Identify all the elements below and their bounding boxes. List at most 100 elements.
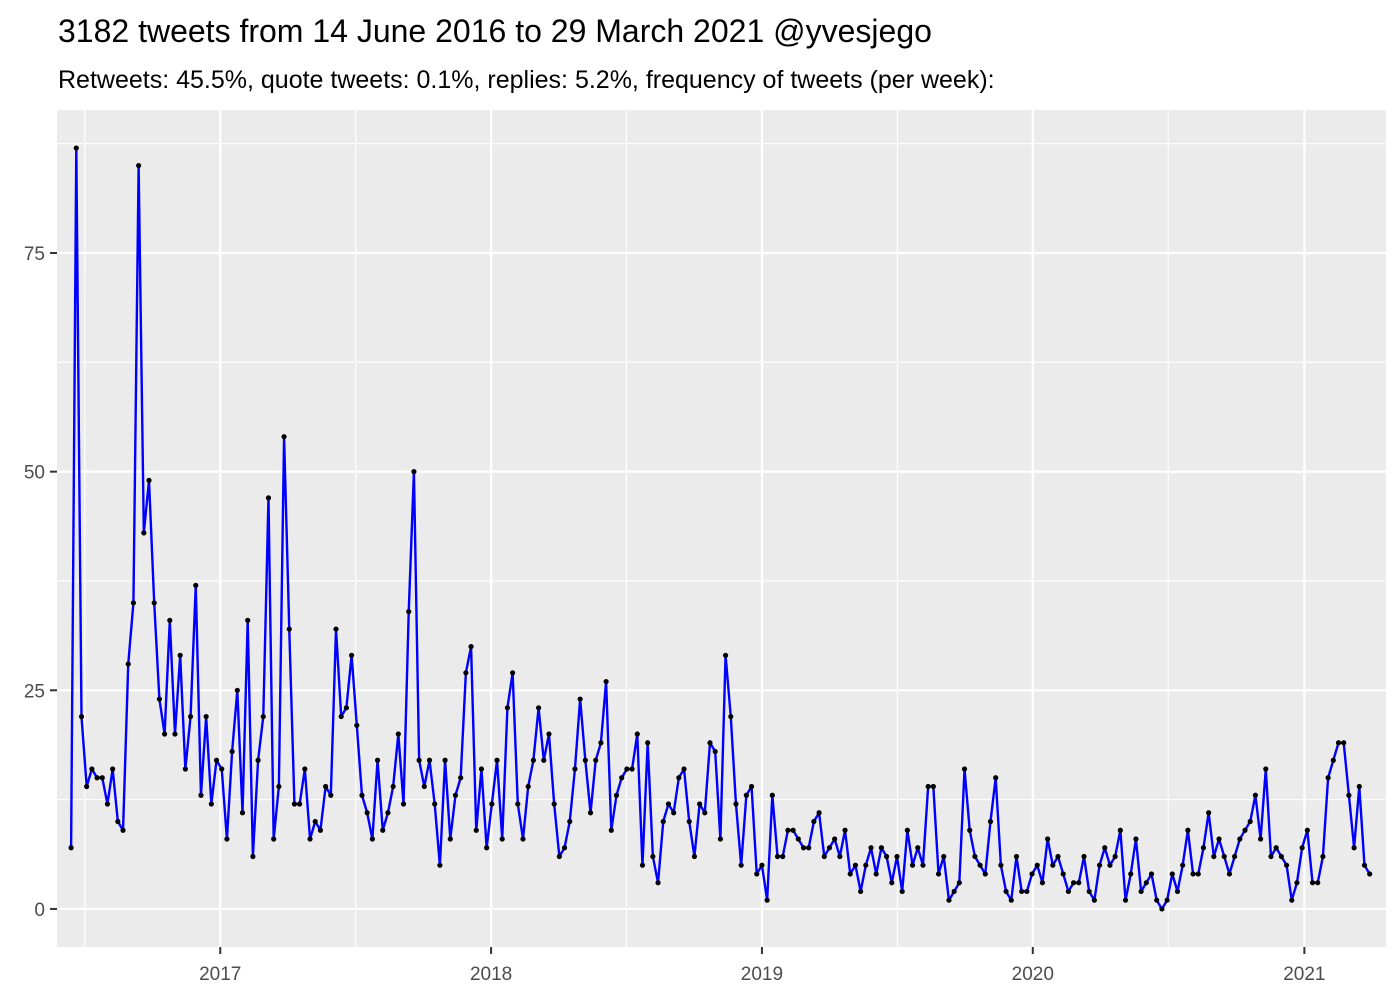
data-point — [219, 766, 225, 772]
data-point — [1143, 880, 1149, 886]
data-point — [977, 862, 983, 868]
data-point — [1304, 827, 1310, 833]
data-point — [1367, 871, 1373, 877]
data-point — [821, 853, 827, 860]
plot-area: 0 25 50 75 2017 2018 2019 2020 2021 — [24, 110, 1386, 985]
data-point — [759, 862, 765, 868]
data-point — [915, 845, 921, 851]
data-point — [89, 766, 95, 772]
data-point — [655, 880, 661, 886]
data-point — [317, 827, 324, 833]
data-point — [364, 810, 370, 816]
data-point — [260, 713, 266, 720]
data-point — [1102, 845, 1108, 851]
data-point — [333, 626, 339, 632]
chart-subtitle: Retweets: 45.5%, quote tweets: 0.1%, rep… — [58, 66, 995, 94]
data-point — [99, 775, 105, 781]
data-point — [1325, 775, 1331, 781]
x-tick-label: 2021 — [1283, 964, 1325, 985]
data-point — [1200, 845, 1207, 851]
data-point — [1294, 880, 1300, 886]
data-point — [1252, 792, 1258, 798]
data-point — [671, 810, 677, 816]
data-point — [203, 713, 209, 720]
data-point — [504, 705, 511, 711]
data-point — [193, 582, 199, 588]
data-point — [484, 845, 490, 851]
data-point — [878, 845, 885, 851]
x-tick-label: 2017 — [199, 964, 241, 985]
data-point — [468, 643, 474, 650]
data-point — [754, 871, 760, 877]
data-point — [151, 600, 157, 606]
data-point — [1211, 853, 1217, 860]
data-point — [1273, 845, 1279, 851]
data-point — [743, 792, 749, 798]
y-tick-label: 50 — [24, 463, 45, 484]
data-point — [624, 766, 630, 772]
data-point — [354, 722, 360, 728]
x-tick-label: 2020 — [1012, 964, 1054, 985]
data-point — [1050, 862, 1056, 868]
data-point — [873, 871, 879, 877]
data-point — [842, 827, 848, 833]
data-point — [832, 836, 838, 842]
data-point — [733, 801, 739, 807]
data-point — [1356, 783, 1362, 790]
data-point — [800, 845, 807, 851]
data-point — [665, 801, 672, 807]
data-point — [302, 766, 308, 772]
data-point — [1226, 871, 1233, 877]
data-point — [728, 713, 734, 720]
data-point — [447, 836, 453, 842]
data-point — [1117, 827, 1123, 833]
data-point — [1206, 810, 1212, 816]
data-point — [1164, 897, 1170, 903]
data-point — [510, 670, 516, 676]
data-point — [956, 880, 962, 886]
data-point — [421, 783, 427, 790]
data-point — [593, 757, 599, 763]
data-point — [494, 757, 500, 763]
data-point — [338, 713, 344, 720]
data-point — [863, 862, 869, 868]
data-point — [951, 888, 957, 895]
data-point — [1268, 853, 1274, 860]
data-point — [1008, 897, 1014, 903]
data-point — [84, 783, 90, 790]
data-point — [780, 853, 786, 860]
data-point — [229, 748, 235, 755]
data-point — [961, 766, 968, 772]
data-point — [452, 792, 459, 798]
data-point — [660, 818, 666, 825]
data-point — [806, 845, 812, 851]
data-point — [1013, 853, 1020, 860]
data-point — [374, 757, 381, 763]
data-point — [904, 827, 910, 833]
data-point — [1169, 871, 1175, 877]
data-point — [177, 652, 183, 658]
data-point — [1122, 897, 1129, 903]
data-point — [982, 871, 988, 877]
data-point — [94, 775, 100, 781]
data-point — [676, 775, 682, 781]
data-point — [297, 801, 303, 807]
data-point — [478, 766, 485, 772]
data-point — [115, 818, 121, 825]
data-point — [1315, 880, 1321, 886]
data-point — [286, 626, 292, 632]
data-point — [556, 853, 562, 860]
data-point — [1174, 888, 1181, 895]
data-point — [172, 731, 178, 737]
data-point — [1232, 853, 1238, 860]
data-point — [1361, 862, 1368, 868]
data-point — [577, 696, 583, 702]
y-tick-label: 0 — [34, 900, 45, 921]
data-point — [1055, 853, 1061, 860]
data-point — [1299, 845, 1305, 851]
data-point — [499, 836, 505, 842]
data-point — [1320, 853, 1326, 860]
data-point — [1283, 862, 1290, 868]
data-point — [707, 740, 713, 746]
